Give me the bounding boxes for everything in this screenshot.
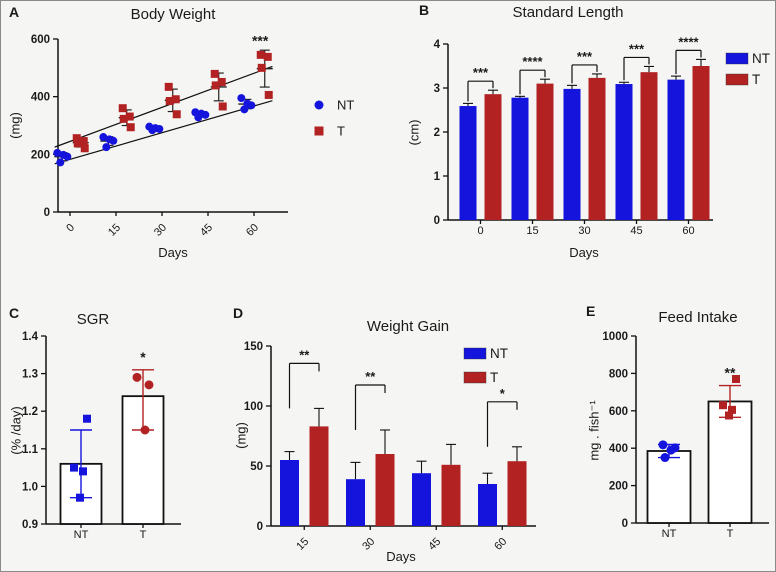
panel-d-weight-gain: 0 50 100 150 15 30 45 60 ** ** * NT T D Weight Gain … — [231, 286, 561, 571]
svg-text:200: 200 — [609, 481, 628, 493]
svg-text:1.1: 1.1 — [22, 444, 39, 456]
svg-text:1: 1 — [434, 171, 441, 183]
svg-text:*: * — [500, 386, 506, 401]
panel-a-body-weight: 0 200 400 600 0 15 30 45 60 *** NT T A Body Weight … — [1, 1, 391, 286]
svg-text:60: 60 — [682, 225, 694, 237]
svg-text:30: 30 — [578, 225, 590, 237]
panel-a-chart: 0 200 400 600 0 15 30 45 60 *** NT T — [31, 32, 355, 239]
panel-e-letter: E — [586, 303, 596, 319]
svg-text:100: 100 — [244, 401, 263, 413]
svg-text:600: 600 — [31, 34, 50, 46]
panel-a-x-axis-label: Days — [158, 245, 188, 260]
svg-text:**: ** — [725, 365, 736, 381]
svg-text:***: *** — [629, 41, 645, 56]
panel-b-standard-length: 0 1 2 3 4 0 15 30 45 60 *** **** *** *** **** NT T B Sta… — [391, 1, 775, 286]
svg-text:0: 0 — [622, 518, 628, 530]
svg-text:45: 45 — [198, 222, 215, 239]
svg-text:1.4: 1.4 — [22, 331, 39, 343]
svg-text:**: ** — [299, 347, 310, 362]
svg-text:NT: NT — [337, 98, 354, 113]
panel-e-y-axis-label: mg . fish⁻¹ — [586, 400, 602, 461]
svg-text:2: 2 — [434, 127, 440, 139]
panel-c-y-axis-label: (% /day) — [8, 406, 24, 455]
panel-c-title: SGR — [76, 311, 110, 328]
svg-text:60: 60 — [244, 222, 261, 239]
svg-text:50: 50 — [250, 461, 263, 473]
svg-text:30: 30 — [152, 222, 169, 239]
svg-text:400: 400 — [31, 92, 50, 104]
svg-text:0: 0 — [64, 222, 77, 235]
panel-a-y-axis-label: (mg) — [7, 112, 23, 139]
svg-text:NT: NT — [662, 528, 677, 540]
svg-text:1.3: 1.3 — [22, 369, 38, 381]
svg-text:**: ** — [365, 369, 376, 384]
svg-text:200: 200 — [31, 149, 50, 161]
panel-a-title: Body Weight — [130, 6, 216, 23]
svg-text:800: 800 — [609, 368, 628, 380]
svg-text:0: 0 — [477, 225, 483, 237]
svg-text:15: 15 — [294, 536, 311, 553]
svg-text:NT: NT — [74, 529, 89, 541]
svg-text:T: T — [490, 370, 498, 385]
panel-c-chart: 0.9 1.0 1.1 1.2 1.3 1.4 NT T * — [22, 331, 181, 541]
panel-c-sgr: 0.9 1.0 1.1 1.2 1.3 1.4 NT T * C SGR (% /day) — [1, 286, 231, 571]
svg-text:400: 400 — [609, 443, 628, 455]
panel-b-x-axis-label: Days — [569, 245, 599, 260]
svg-text:NT: NT — [752, 51, 770, 66]
panel-b-y-axis-label: (cm) — [406, 119, 422, 146]
svg-text:****: **** — [522, 54, 543, 69]
panel-e-title: Feed Intake — [658, 309, 738, 326]
svg-text:0: 0 — [434, 215, 440, 227]
panel-d-title: Weight Gain — [366, 318, 450, 335]
svg-text:T: T — [727, 528, 734, 540]
svg-text:60: 60 — [492, 536, 509, 553]
svg-text:0: 0 — [257, 521, 263, 533]
svg-text:1.2: 1.2 — [22, 406, 38, 418]
svg-text:****: **** — [678, 34, 699, 49]
svg-text:15: 15 — [526, 225, 538, 237]
svg-text:0: 0 — [44, 207, 50, 219]
panel-e-feed-intake: 0 200 400 600 800 1000 NT T ** E Feed Intake mg … — [561, 286, 775, 571]
panel-c-letter: C — [9, 305, 20, 321]
svg-text:150: 150 — [244, 341, 263, 353]
svg-text:***: *** — [577, 49, 593, 64]
panel-a-letter: A — [9, 4, 20, 20]
svg-text:1.0: 1.0 — [22, 481, 38, 493]
svg-text:15: 15 — [106, 222, 123, 239]
panel-d-y-axis-label: (mg) — [233, 422, 249, 449]
panel-b-letter: B — [419, 2, 430, 18]
svg-text:T: T — [337, 124, 345, 139]
svg-text:*: * — [140, 349, 146, 365]
panel-e-chart: 0 200 400 600 800 1000 NT T ** — [602, 331, 769, 540]
svg-text:45: 45 — [630, 225, 642, 237]
svg-text:***: *** — [252, 32, 269, 48]
svg-text:T: T — [752, 72, 760, 87]
svg-text:1000: 1000 — [602, 331, 628, 343]
svg-text:0.9: 0.9 — [22, 519, 38, 531]
svg-text:3: 3 — [434, 83, 440, 95]
svg-text:4: 4 — [434, 39, 441, 51]
panel-d-letter: D — [233, 305, 244, 321]
svg-text:T: T — [140, 529, 147, 541]
svg-text:600: 600 — [609, 406, 628, 418]
panel-b-title: Standard Length — [512, 4, 624, 21]
svg-text:***: *** — [473, 65, 489, 80]
svg-text:NT: NT — [490, 346, 508, 361]
panel-d-x-axis-label: Days — [386, 549, 416, 564]
